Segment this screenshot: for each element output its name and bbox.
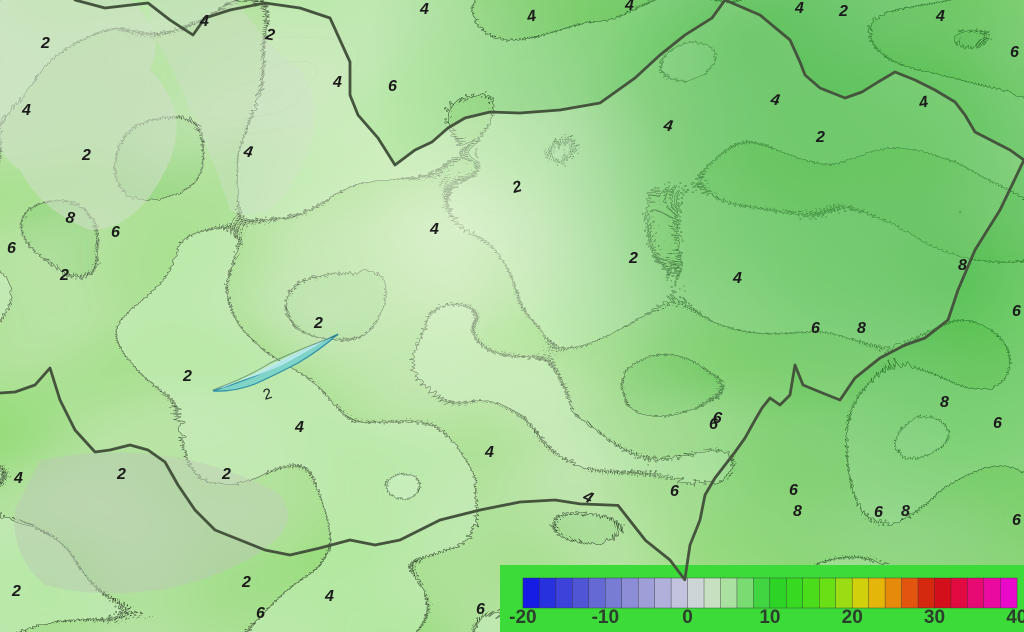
svg-text:6: 6 [993, 415, 1002, 432]
svg-text:4: 4 [332, 74, 342, 91]
svg-text:4: 4 [429, 221, 439, 238]
svg-text:4: 4 [732, 270, 742, 287]
svg-text:6: 6 [670, 483, 679, 500]
svg-text:-10: -10 [592, 607, 619, 628]
svg-text:10: 10 [759, 607, 780, 628]
svg-text:4: 4 [199, 13, 209, 30]
svg-text:6: 6 [811, 320, 820, 337]
svg-text:2: 2 [116, 466, 126, 483]
svg-text:2: 2 [81, 147, 91, 164]
svg-text:2: 2 [838, 3, 848, 20]
svg-text:6: 6 [7, 240, 16, 257]
svg-text:8: 8 [958, 257, 967, 274]
svg-text:6: 6 [256, 605, 265, 622]
svg-text:-20: -20 [509, 607, 536, 628]
svg-text:8: 8 [857, 320, 866, 337]
svg-text:4: 4 [624, 0, 634, 14]
svg-text:6: 6 [476, 601, 485, 618]
svg-text:6: 6 [789, 482, 798, 499]
svg-text:6: 6 [1012, 303, 1021, 320]
svg-text:8: 8 [940, 394, 949, 411]
svg-text:8: 8 [793, 503, 802, 520]
svg-text:6: 6 [1010, 44, 1019, 61]
svg-text:4: 4 [794, 0, 804, 17]
svg-text:6: 6 [709, 416, 718, 433]
svg-text:40: 40 [1006, 607, 1024, 628]
svg-text:4: 4 [13, 470, 23, 487]
svg-text:2: 2 [182, 368, 192, 385]
svg-text:4: 4 [324, 588, 334, 605]
svg-text:4: 4 [419, 1, 429, 18]
svg-text:8: 8 [901, 503, 910, 520]
svg-text:4: 4 [21, 102, 31, 119]
svg-text:6: 6 [111, 224, 120, 241]
svg-text:4: 4 [294, 419, 304, 436]
svg-text:30: 30 [924, 607, 945, 628]
svg-text:6: 6 [1012, 512, 1021, 529]
svg-text:2: 2 [11, 583, 21, 600]
svg-text:2: 2 [221, 466, 231, 483]
svg-text:0: 0 [682, 607, 693, 628]
svg-text:2: 2 [59, 267, 69, 284]
svg-text:6: 6 [388, 78, 397, 95]
svg-text:6: 6 [874, 504, 883, 521]
svg-text:2: 2 [628, 250, 638, 267]
svg-text:4: 4 [484, 444, 494, 461]
svg-text:4: 4 [935, 8, 945, 25]
svg-text:2: 2 [241, 574, 251, 591]
svg-text:2: 2 [313, 315, 323, 332]
svg-text:2: 2 [40, 35, 50, 52]
svg-text:2: 2 [815, 129, 825, 146]
svg-text:20: 20 [842, 607, 863, 628]
